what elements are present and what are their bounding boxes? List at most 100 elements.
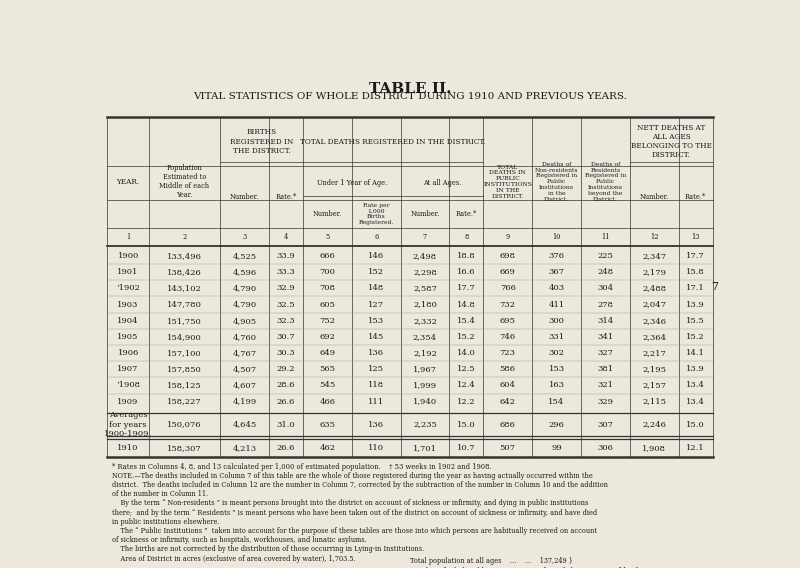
Text: 32.5: 32.5 — [277, 300, 295, 308]
Text: 147,780: 147,780 — [167, 300, 202, 308]
Text: Rate.*: Rate.* — [685, 193, 706, 201]
Text: 152: 152 — [368, 268, 384, 276]
Text: 136: 136 — [368, 349, 384, 357]
Text: Rate per
1,000
Births
Registered.: Rate per 1,000 Births Registered. — [358, 203, 394, 225]
Text: 698: 698 — [500, 252, 516, 260]
Text: district.  The deaths included in Column 12 are the number in Column 7, correcte: district. The deaths included in Column … — [112, 481, 608, 489]
Text: Under 1 Year of Age.: Under 1 Year of Age. — [317, 179, 387, 187]
Text: of sickness or infirmity, such as hospitals, workhouses, and lunatic asylums.: of sickness or infirmity, such as hospit… — [112, 536, 367, 544]
Text: 2,332: 2,332 — [413, 317, 437, 325]
Text: 3: 3 — [242, 233, 246, 241]
Text: 133,496: 133,496 — [167, 252, 202, 260]
Text: 1900: 1900 — [118, 252, 138, 260]
Text: Deaths of
Residents
Registered in
Public
Institutions
beyond the
District.: Deaths of Residents Registered in Public… — [585, 162, 626, 202]
Text: 1,908: 1,908 — [642, 444, 666, 452]
Text: 15.0: 15.0 — [686, 421, 705, 429]
Text: 154,900: 154,900 — [167, 333, 202, 341]
Text: 6: 6 — [374, 233, 378, 241]
Text: 110: 110 — [368, 444, 384, 452]
Text: 1,701: 1,701 — [413, 444, 437, 452]
Text: 15.2: 15.2 — [457, 333, 476, 341]
Text: 2,498: 2,498 — [413, 252, 437, 260]
Text: 4: 4 — [284, 233, 288, 241]
Text: 4,905: 4,905 — [233, 317, 257, 325]
Text: 13.9: 13.9 — [686, 365, 705, 373]
Text: 26.6: 26.6 — [277, 444, 295, 452]
Text: of the number in Column 11.: of the number in Column 11. — [112, 490, 209, 498]
Text: 331: 331 — [549, 333, 565, 341]
Text: By the term “ Non-residents ” is meant persons brought into the district on acco: By the term “ Non-residents ” is meant p… — [112, 499, 589, 507]
Text: 4,596: 4,596 — [233, 268, 257, 276]
Text: Rate.*: Rate.* — [275, 193, 297, 201]
Text: 278: 278 — [598, 300, 614, 308]
Text: 2,115: 2,115 — [642, 398, 666, 406]
Text: 154: 154 — [549, 398, 565, 406]
Text: 1904: 1904 — [118, 317, 139, 325]
Text: 225: 225 — [598, 252, 614, 260]
Text: ’1902: ’1902 — [116, 285, 140, 293]
Text: 605: 605 — [319, 300, 335, 308]
Text: 666: 666 — [319, 252, 335, 260]
Text: 14.1: 14.1 — [686, 349, 705, 357]
Text: Area of District in acres (exclusive of area covered by water), 1,703.5.: Area of District in acres (exclusive of … — [112, 554, 356, 562]
Text: 4,645: 4,645 — [233, 421, 257, 429]
Text: 17.7: 17.7 — [457, 285, 476, 293]
Text: 13.4: 13.4 — [686, 398, 705, 406]
Text: 2,346: 2,346 — [642, 317, 666, 325]
Text: 16.6: 16.6 — [457, 268, 476, 276]
Text: 13.4: 13.4 — [686, 382, 705, 390]
Text: 2,180: 2,180 — [413, 300, 437, 308]
Text: 125: 125 — [368, 365, 384, 373]
Text: there;  and by the term “ Residents ” is meant persons who have been taken out o: there; and by the term “ Residents ” is … — [112, 508, 598, 516]
Text: 29.2: 29.2 — [277, 365, 295, 373]
Text: 12: 12 — [650, 233, 658, 241]
Text: 14.0: 14.0 — [457, 349, 476, 357]
Text: 2,195: 2,195 — [642, 365, 666, 373]
Text: TOTAL DEATHS REGISTERED IN THE DISTRICT.: TOTAL DEATHS REGISTERED IN THE DISTRICT. — [300, 137, 486, 145]
Text: The “ Public Institutions ”  taken into account for the purpose of these tables : The “ Public Institutions ” taken into a… — [112, 527, 598, 535]
Text: 341: 341 — [598, 333, 614, 341]
Text: 700: 700 — [319, 268, 335, 276]
Text: 15.0: 15.0 — [457, 421, 476, 429]
Text: 732: 732 — [500, 300, 516, 308]
Text: 10: 10 — [552, 233, 561, 241]
Text: 1909: 1909 — [118, 398, 138, 406]
Text: 2,488: 2,488 — [642, 285, 666, 293]
Text: 1: 1 — [126, 233, 130, 241]
Text: 2,354: 2,354 — [413, 333, 437, 341]
Text: 138,426: 138,426 — [167, 268, 202, 276]
Text: 304: 304 — [598, 285, 614, 293]
Text: 2,298: 2,298 — [413, 268, 437, 276]
Text: 158,125: 158,125 — [167, 382, 202, 390]
Text: 411: 411 — [549, 300, 565, 308]
Text: 4,767: 4,767 — [233, 349, 257, 357]
Text: 32.9: 32.9 — [277, 285, 295, 293]
Text: 314: 314 — [598, 317, 614, 325]
Text: At all Ages.: At all Ages. — [422, 179, 461, 187]
Text: 565: 565 — [319, 365, 335, 373]
Text: 321: 321 — [598, 382, 614, 390]
Text: * Rates in Columns 4, 8, and 13 calculated per 1,000 of estimated population.   : * Rates in Columns 4, 8, and 13 calculat… — [112, 463, 492, 471]
Text: 367: 367 — [549, 268, 565, 276]
Text: 300: 300 — [549, 317, 565, 325]
Text: 466: 466 — [319, 398, 335, 406]
Text: 15.5: 15.5 — [686, 317, 705, 325]
Text: 4,507: 4,507 — [233, 365, 257, 373]
Text: 13: 13 — [691, 233, 700, 241]
Text: 306: 306 — [598, 444, 614, 452]
Text: ’1908: ’1908 — [116, 382, 140, 390]
Text: 151,750: 151,750 — [167, 317, 202, 325]
Text: 31.0: 31.0 — [277, 421, 295, 429]
Text: Deaths of
Non-residents
Registered in
Public
Institutions
in the
District.: Deaths of Non-residents Registered in Pu… — [534, 162, 578, 202]
Text: 1906: 1906 — [118, 349, 138, 357]
Text: VITAL STATISTICS OF WHOLE DISTRICT DURING 1910 AND PREVIOUS YEARS.: VITAL STATISTICS OF WHOLE DISTRICT DURIN… — [193, 92, 627, 101]
Text: 2,157: 2,157 — [642, 382, 666, 390]
Text: 12.1: 12.1 — [686, 444, 705, 452]
Text: 376: 376 — [549, 252, 565, 260]
Text: 545: 545 — [319, 382, 335, 390]
Text: 4,790: 4,790 — [233, 300, 257, 308]
Text: 28.6: 28.6 — [277, 382, 295, 390]
Text: 148: 148 — [368, 285, 384, 293]
Text: 13.9: 13.9 — [686, 300, 705, 308]
Text: Averages
for years
1900-1909.: Averages for years 1900-1909. — [104, 411, 152, 438]
